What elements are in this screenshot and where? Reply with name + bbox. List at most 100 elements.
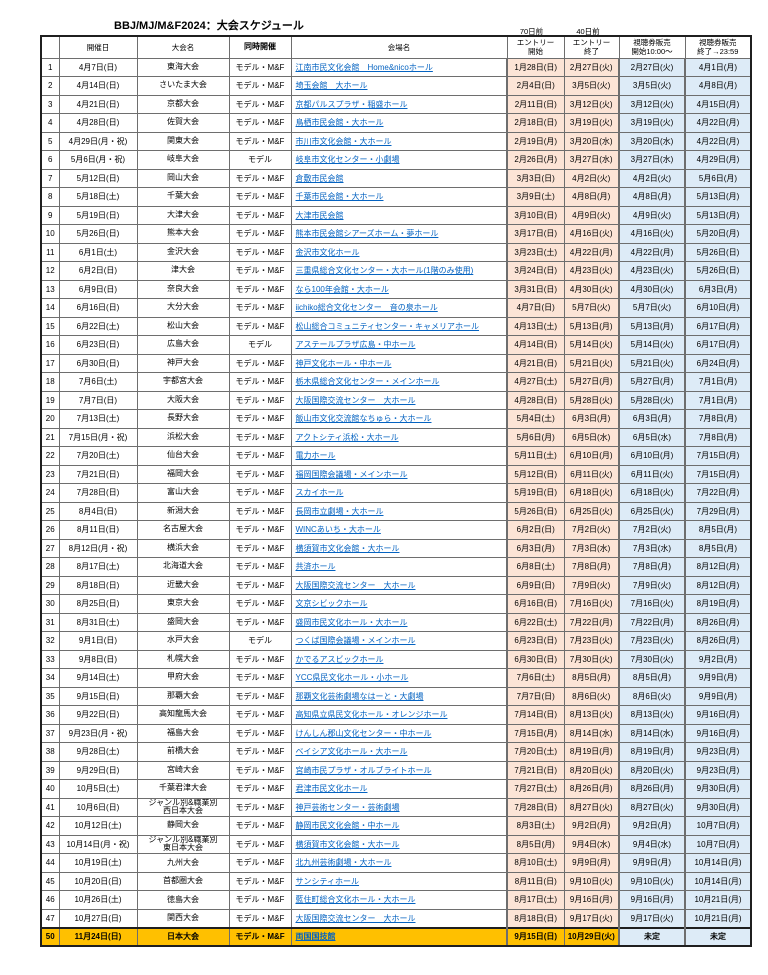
venue-link[interactable]: 君津市民文化ホール — [295, 784, 368, 794]
venue-link[interactable]: 電力ホール — [295, 451, 336, 461]
venue-link[interactable]: 埼玉会館 大ホール — [295, 81, 368, 91]
venue-link[interactable]: 那覇文化芸術劇場なはーと・大劇場 — [295, 691, 424, 701]
venue-cell: 静岡市民文化会館・中ホール — [290, 816, 508, 836]
event-name-cell: 首都圏大会 — [136, 871, 230, 892]
venue-link[interactable]: 藍住町総合文化ホール・大ホール — [295, 895, 416, 905]
venue-link[interactable]: 京都パルスプラザ・稲盛ホール — [295, 99, 408, 109]
entry-start-cell: 5月4日(土) — [506, 409, 565, 429]
header-row-number — [40, 35, 60, 59]
event-name-cell: 仙台大会 — [136, 446, 230, 466]
row-number-cell: 17 — [40, 353, 60, 373]
entry-start-cell: 2月11日(日) — [506, 94, 565, 114]
venue-link[interactable]: WINCあいち・大ホール — [295, 525, 381, 535]
venue-link[interactable]: 文京シビックホール — [295, 599, 368, 609]
row-number-cell: 22 — [40, 446, 60, 466]
venue-cell: ベイシア文化ホール・大ホール — [290, 742, 508, 762]
event-name-cell: 横浜大会 — [136, 538, 230, 558]
venue-link[interactable]: 松山総合コミュニティセンター・キャメリアホール — [295, 321, 480, 331]
ticket-sale-start-cell: 7月16日(火) — [618, 594, 686, 614]
event-name-cell: 関東大会 — [136, 131, 230, 151]
ticket-sale-end-cell: 7月8日(月) — [684, 427, 752, 447]
ticket-sale-end-cell: 9月23日(月) — [684, 760, 752, 780]
venue-link[interactable]: 熊本市民会館シアーズホーム・夢ホール — [295, 229, 439, 239]
venue-link[interactable]: 三重県総合文化センター・大ホール(1階のみ使用) — [295, 266, 474, 276]
event-name-cell: 津大会 — [136, 261, 230, 281]
venue-link[interactable]: 岐阜市文化センター・小劇場 — [295, 155, 400, 165]
event-name-cell: 千葉大会 — [136, 187, 230, 207]
venue-cell: 横須賀市文化会館・大ホール — [290, 834, 508, 855]
venue-link[interactable]: 高知県立県民文化ホール・オレンジホール — [295, 710, 448, 720]
venue-link[interactable]: 鳥栖市民会館・大ホール — [295, 118, 384, 128]
venue-link[interactable]: 大阪国際交流センター 大ホール — [295, 580, 416, 590]
venue-link[interactable]: 宮崎市民プラザ・オルブライトホール — [295, 765, 432, 775]
venue-link[interactable]: 市川市文化会館・大ホール — [295, 136, 392, 146]
venue-cell: 神戸文化ホール・中ホール — [290, 353, 508, 373]
date-cell: 10月19日(土) — [58, 853, 138, 873]
table-row: 16 6月23日(日) 広島大会 モデル アステールプラザ広島・中ホール 4月1… — [40, 335, 752, 355]
category-cell: モデル・M&F — [228, 57, 292, 77]
venue-cell: サンシティホール — [290, 871, 508, 892]
table-row: 13 6月9日(日) 奈良大会 モデル・M&F なら100年会館・大ホール 3月… — [40, 279, 752, 299]
category-cell: モデル・M&F — [228, 908, 292, 929]
venue-link[interactable]: 盛岡市民文化ホール・大ホール — [295, 617, 408, 627]
venue-link[interactable]: 金沢市文化ホール — [295, 247, 360, 257]
date-cell: 8月11日(日) — [58, 520, 138, 540]
venue-link[interactable]: けんしん郡山文化センター・中ホール — [295, 728, 432, 738]
venue-link[interactable]: アクトシティ浜松・大ホール — [295, 432, 399, 442]
venue-link[interactable]: 両国国技館 — [295, 932, 336, 942]
venue-link[interactable]: 横須賀市文化会館・大ホール — [295, 543, 400, 553]
venue-link[interactable]: アステールプラザ広島・中ホール — [295, 340, 416, 350]
venue-link[interactable]: 福岡国際会議場・メインホール — [295, 469, 408, 479]
event-name-cell: 宮崎大会 — [136, 760, 230, 780]
date-cell: 9月14日(土) — [58, 668, 138, 688]
venue-cell: 藍住町総合文化ホール・大ホール — [290, 890, 508, 910]
venue-link[interactable]: 倉敷市民会館 — [295, 173, 344, 183]
venue-link[interactable]: 静岡市民文化会館・中ホール — [295, 821, 400, 831]
venue-link[interactable]: 飯山市文化交流館なちゅら・大ホール — [295, 414, 432, 424]
category-cell: モデル・M&F — [228, 686, 292, 706]
ticket-sale-start-cell: 5月13日(月) — [618, 316, 686, 336]
venue-link[interactable]: なら100年会館・大ホール — [295, 284, 389, 294]
ticket-sale-end-cell: 8月12日(月) — [684, 557, 752, 577]
table-row: 4 4月28日(日) 佐賀大会 モデル・M&F 鳥栖市民会館・大ホール 2月18… — [40, 113, 752, 133]
venue-link[interactable]: 神戸文化ホール・中ホール — [295, 358, 392, 368]
venue-link[interactable]: 長岡市立劇場・大ホール — [295, 506, 384, 516]
row-number-cell: 35 — [40, 686, 60, 706]
date-cell: 4月7日(日) — [58, 57, 138, 77]
venue-link[interactable]: iichiko総合文化センター 音の泉ホール — [295, 303, 438, 313]
venue-link[interactable]: つくば国際会議場・メインホール — [295, 636, 416, 646]
entry-start-cell: 6月30日(日) — [506, 649, 565, 669]
schedule-table: 開催日 大会名 同時開催 会場名 エントリー 開始 エントリー 終了 視聴券販売… — [40, 35, 752, 948]
event-name-cell: 金沢大会 — [136, 242, 230, 262]
ticket-sale-end-cell: 5月20日(月) — [684, 224, 752, 244]
ticket-sale-end-cell: 9月16日(月) — [684, 705, 752, 725]
table-row: 30 8月25日(日) 東京大会 モデル・M&F 文京シビックホール 6月16日… — [40, 594, 752, 614]
venue-link[interactable]: 大津市民会館 — [295, 210, 344, 220]
venue-link[interactable]: YCC県民文化ホール・小ホール — [295, 673, 409, 683]
venue-link[interactable]: サンシティホール — [295, 876, 360, 886]
venue-link[interactable]: 栃木県総合文化センター・メインホール — [295, 377, 440, 387]
venue-link[interactable]: スカイホール — [295, 488, 344, 498]
venue-link[interactable]: 横須賀市文化会館・大ホール — [295, 839, 400, 849]
venue-link[interactable]: 北九州芸術劇場・大ホール — [295, 858, 392, 868]
table-row: 19 7月7日(日) 大阪大会 モデル・M&F 大阪国際交流センター 大ホール … — [40, 390, 752, 410]
entry-start-cell: 3月17日(日) — [506, 224, 565, 244]
venue-link[interactable]: ベイシア文化ホール・大ホール — [295, 747, 408, 757]
venue-link[interactable]: かでるアスビックホール — [295, 654, 384, 664]
category-cell: モデル・M&F — [228, 871, 292, 892]
venue-link[interactable]: 千葉市民会館・大ホール — [295, 192, 384, 202]
event-name-cell: 札幌大会 — [136, 649, 230, 669]
category-cell: モデル・M&F — [228, 668, 292, 688]
date-cell: 6月22日(土) — [58, 316, 138, 336]
venue-cell: 江南市民文化会館 Home&nicoホール — [290, 57, 508, 77]
venue-link[interactable]: 共済ホール — [295, 562, 336, 572]
ticket-sale-start-cell: 7月23日(火) — [618, 631, 686, 651]
venue-link[interactable]: 神戸芸術センター・芸術劇場 — [295, 802, 400, 812]
ticket-sale-start-cell: 4月23日(火) — [618, 261, 686, 281]
entry-start-cell: 4月13日(土) — [506, 316, 565, 336]
venue-link[interactable]: 大阪国際交流センター 大ホール — [295, 913, 416, 923]
venue-link[interactable]: 江南市民文化会館 Home&nicoホール — [295, 62, 433, 72]
venue-link[interactable]: 大阪国際交流センター 大ホール — [295, 395, 416, 405]
row-number-cell: 21 — [40, 427, 60, 447]
